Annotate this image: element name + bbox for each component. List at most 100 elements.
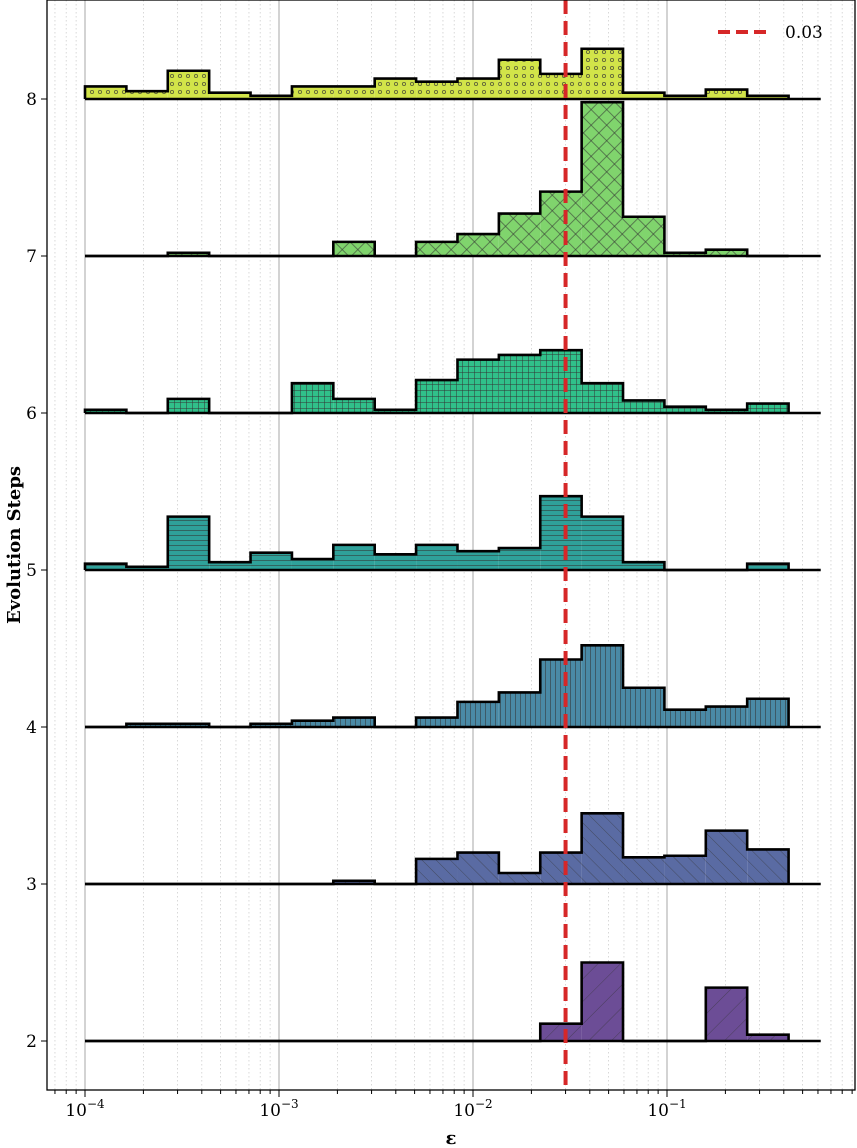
bar-hatch bbox=[540, 350, 582, 413]
bar-hatch bbox=[167, 252, 210, 256]
y-tick-label: 5 bbox=[26, 561, 37, 581]
plot-frame bbox=[46, 0, 856, 1091]
bar-hatch bbox=[623, 562, 665, 570]
series-step-6 bbox=[83, 348, 790, 415]
bar-hatch bbox=[581, 645, 624, 727]
bar-hatch bbox=[581, 516, 624, 570]
bar-hatch bbox=[209, 92, 251, 99]
series-step-2 bbox=[85, 961, 790, 1043]
bar-hatch bbox=[664, 252, 706, 256]
bar-hatch bbox=[747, 563, 789, 570]
bar-hatch bbox=[416, 241, 458, 256]
bar-hatch bbox=[167, 516, 210, 570]
bar-hatch bbox=[498, 548, 541, 570]
x-tick-label: 10−3 bbox=[259, 1097, 298, 1121]
x-axis-label: ε bbox=[446, 1128, 457, 1148]
histogram-outline bbox=[85, 100, 789, 258]
bar-hatch bbox=[747, 698, 789, 727]
bar-hatch bbox=[498, 59, 541, 99]
bar-hatch bbox=[167, 723, 210, 727]
bar-hatch bbox=[705, 89, 748, 99]
x-axis: 10−4 10−3 10−2 10−1 bbox=[54, 1090, 853, 1121]
bar-hatch bbox=[250, 723, 292, 727]
x-tick-label: 10−1 bbox=[647, 1097, 686, 1121]
bar-hatch bbox=[747, 849, 789, 884]
bar-hatch bbox=[85, 409, 127, 413]
bar-hatch bbox=[498, 213, 541, 256]
bar-hatch bbox=[540, 191, 582, 256]
bar-hatch bbox=[664, 709, 706, 727]
bar-hatch bbox=[374, 554, 417, 570]
bar-hatch bbox=[126, 723, 168, 727]
legend: 0.03 bbox=[718, 23, 823, 43]
bar-hatch bbox=[85, 86, 127, 99]
x-tick-label: 10−4 bbox=[65, 1097, 105, 1121]
bar-hatch bbox=[457, 701, 499, 727]
bar-hatch bbox=[623, 400, 665, 413]
bar-hatch bbox=[416, 81, 458, 99]
bar-hatch bbox=[457, 78, 499, 99]
bar-hatch bbox=[333, 717, 375, 727]
histogram-series bbox=[83, 47, 790, 1043]
bar-hatch bbox=[374, 409, 417, 413]
y-tick-label: 3 bbox=[26, 875, 37, 895]
bar-hatch bbox=[333, 398, 375, 413]
bar-hatch bbox=[623, 216, 665, 256]
bar-hatch bbox=[416, 858, 458, 884]
bar-hatch bbox=[623, 687, 665, 727]
bar-hatch bbox=[291, 559, 334, 570]
bar-hatch bbox=[498, 354, 541, 413]
y-axis-label: Evolution Steps bbox=[4, 466, 25, 624]
bar-hatch bbox=[540, 1023, 582, 1041]
bar-hatch bbox=[540, 73, 582, 99]
y-tick-label: 8 bbox=[26, 90, 37, 110]
legend-label: 0.03 bbox=[785, 23, 823, 43]
bar-hatch bbox=[291, 720, 334, 727]
bar-hatch bbox=[581, 813, 624, 884]
y-tick-label: 7 bbox=[26, 247, 37, 267]
bar-hatch bbox=[167, 70, 210, 99]
bar-hatch bbox=[457, 234, 499, 256]
histogram-outline bbox=[83, 47, 790, 99]
x-tick-label: 10−2 bbox=[453, 1097, 492, 1121]
bar-hatch bbox=[457, 852, 499, 884]
bar-hatch bbox=[457, 551, 499, 570]
bar-hatch bbox=[540, 496, 582, 570]
series-step-8 bbox=[83, 47, 790, 99]
bar-hatch bbox=[705, 249, 748, 256]
bar-hatch bbox=[209, 562, 251, 570]
bar-hatch bbox=[705, 706, 748, 727]
bar-hatch bbox=[333, 880, 375, 884]
baselines bbox=[85, 97, 821, 1043]
y-tick-label: 2 bbox=[26, 1032, 37, 1052]
bar-hatch bbox=[457, 359, 499, 413]
bar-hatch bbox=[498, 873, 541, 884]
y-axis: 2 3 4 5 6 7 8 bbox=[26, 90, 47, 1052]
bar-hatch bbox=[581, 962, 624, 1041]
bar-hatch bbox=[167, 398, 210, 413]
bar-hatch bbox=[623, 92, 665, 99]
bar-hatch bbox=[333, 86, 375, 99]
bar-hatch bbox=[416, 380, 458, 413]
bar-hatch bbox=[581, 102, 624, 256]
bar-hatch bbox=[250, 552, 292, 570]
histogram-outline bbox=[85, 961, 790, 1043]
bar-hatch bbox=[333, 544, 375, 570]
bar-hatch bbox=[291, 86, 334, 99]
bar-hatch bbox=[623, 857, 665, 884]
bar-hatch bbox=[705, 409, 748, 413]
bar-hatch bbox=[291, 383, 334, 413]
histogram-outline bbox=[83, 348, 790, 415]
bar-hatch bbox=[498, 692, 541, 727]
bar-hatch bbox=[581, 48, 624, 99]
bar-hatch bbox=[416, 717, 458, 727]
bar-hatch bbox=[747, 95, 789, 99]
bar-hatch bbox=[126, 566, 168, 570]
y-tick-label: 4 bbox=[26, 718, 37, 738]
bar-hatch bbox=[664, 406, 706, 413]
bar-hatch bbox=[85, 563, 127, 570]
bar-hatch bbox=[747, 1034, 789, 1041]
bar-hatch bbox=[747, 403, 789, 413]
bar-hatch bbox=[705, 830, 748, 884]
